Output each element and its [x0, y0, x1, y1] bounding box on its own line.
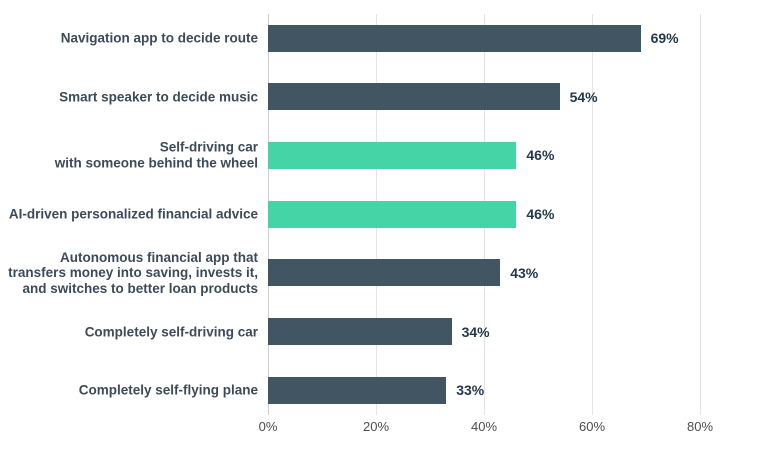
bar — [268, 83, 560, 111]
bar — [268, 259, 501, 287]
x-tick-label: 0% — [258, 419, 278, 434]
category-label: AI-driven personalized financial advice — [8, 206, 258, 222]
category-label: Smart speaker to decide music — [59, 88, 258, 104]
value-label: 46% — [526, 147, 555, 164]
x-tick-label: 20% — [362, 419, 390, 434]
category-label: Completely self-driving car — [84, 323, 258, 339]
value-label: 43% — [510, 264, 539, 281]
x-tick-label: 80% — [686, 419, 714, 434]
bar — [268, 141, 517, 169]
x-tick-label: 40% — [470, 419, 498, 434]
gridline — [592, 14, 593, 415]
bar — [268, 200, 517, 228]
bar — [268, 318, 452, 345]
bar — [268, 376, 447, 404]
bar — [268, 24, 641, 52]
category-label: Completely self-flying plane — [78, 382, 258, 398]
value-label: 34% — [461, 323, 490, 340]
value-label: 54% — [569, 88, 598, 105]
x-tick-label: 60% — [578, 419, 606, 434]
value-label: 46% — [526, 206, 555, 223]
gridline — [700, 14, 701, 415]
category-label: Autonomous financial app that transfers … — [8, 249, 258, 296]
value-label: 33% — [456, 382, 485, 399]
category-label: Navigation app to decide route — [60, 30, 258, 46]
category-label: Self-driving car with someone behind the… — [54, 139, 258, 171]
value-label: 69% — [650, 30, 679, 46]
